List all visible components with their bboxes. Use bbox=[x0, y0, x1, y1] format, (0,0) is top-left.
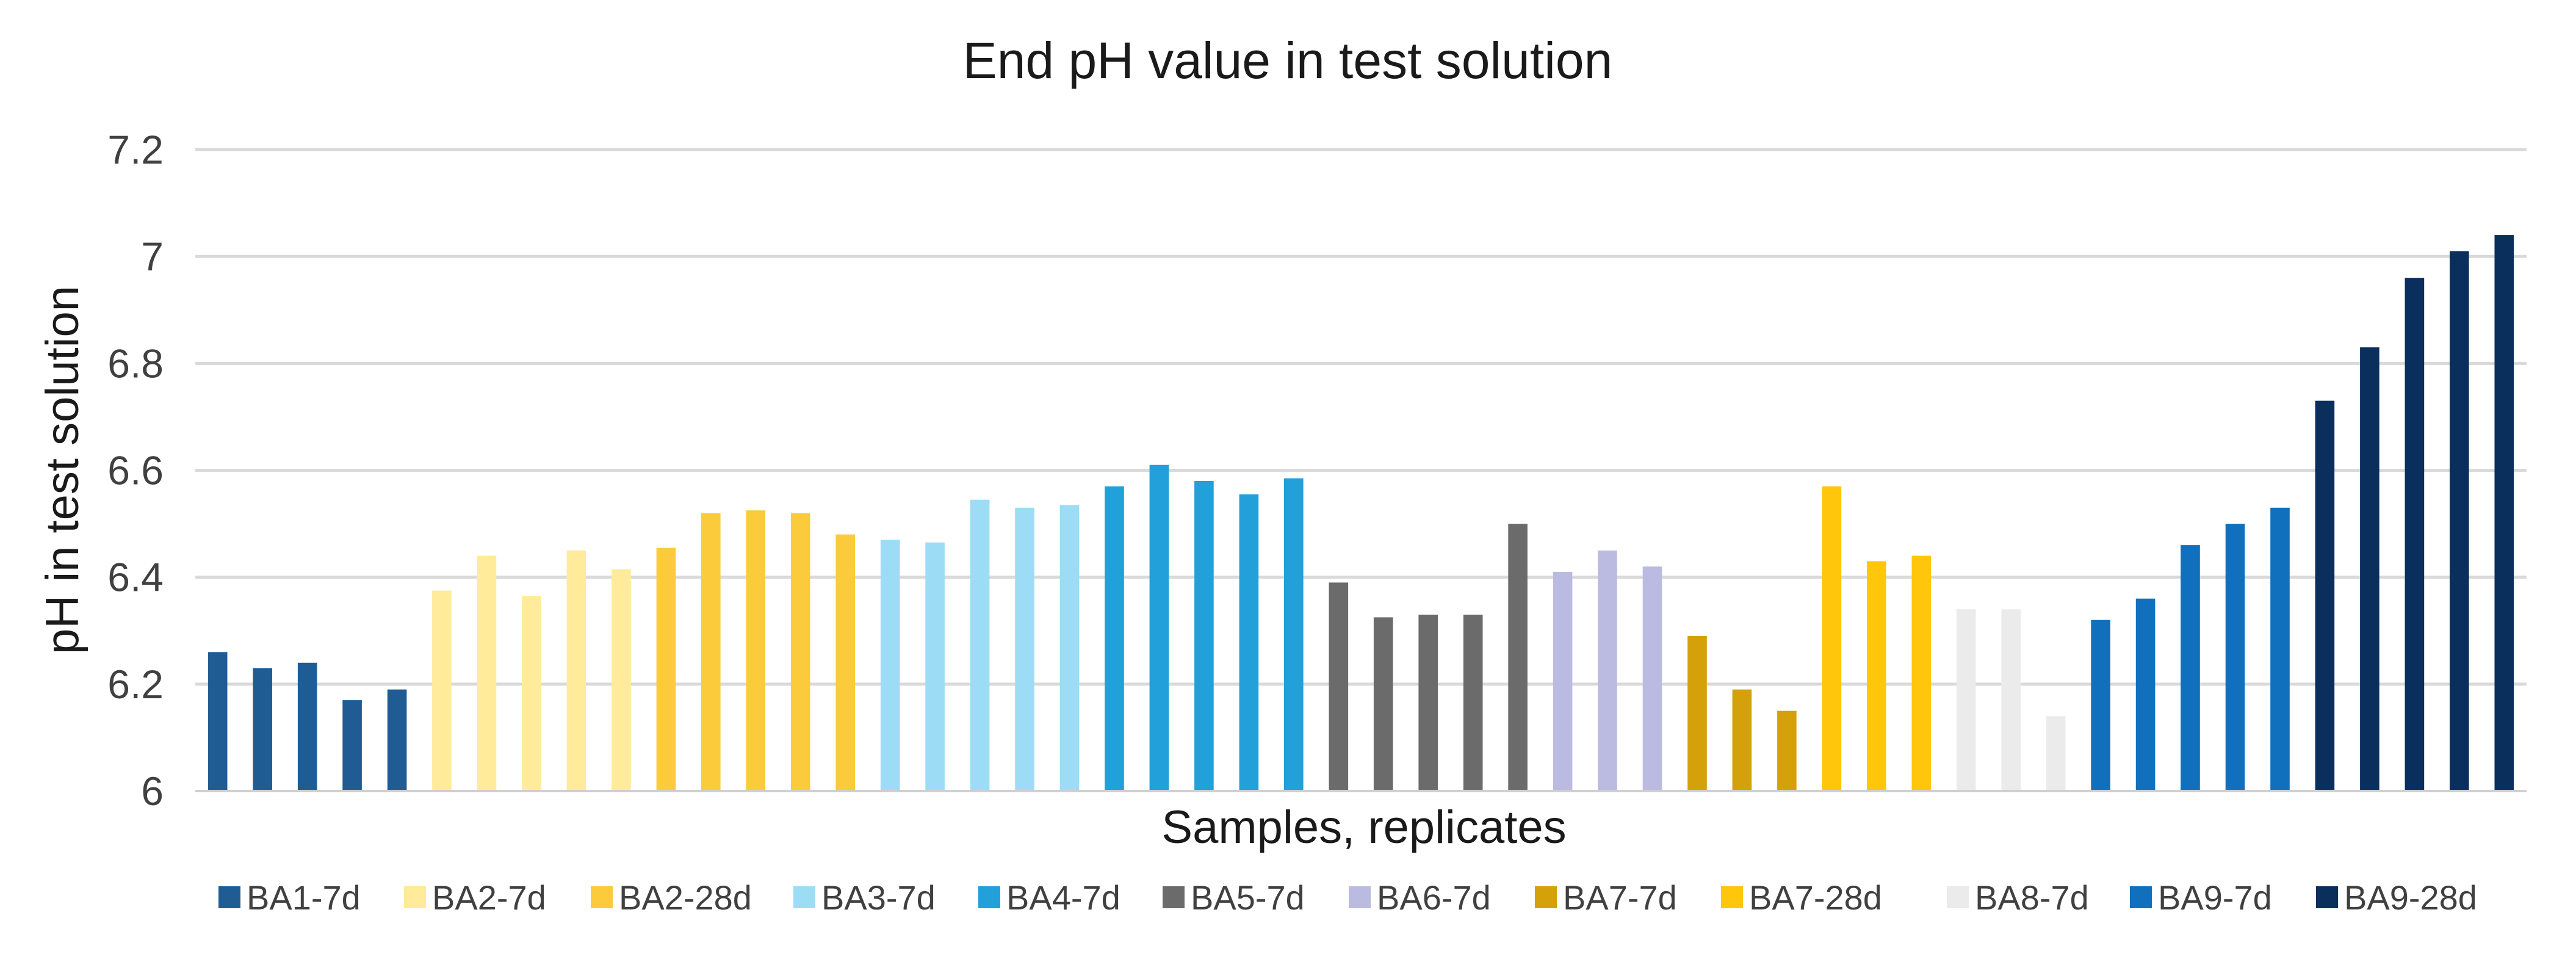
y-tick-label: 6.2 bbox=[107, 662, 164, 707]
bar-ba7-7d-3 bbox=[1777, 710, 1797, 791]
bar-ba6-7d-3 bbox=[1642, 566, 1662, 791]
bar-ba1-7d-5 bbox=[387, 689, 407, 791]
bar-ba9-28d-2 bbox=[2360, 347, 2379, 791]
bar-ba9-7d-4 bbox=[2225, 524, 2245, 791]
legend-swatch bbox=[591, 886, 613, 908]
y-axis-title: pH in test solution bbox=[37, 286, 88, 654]
legend-swatch bbox=[1535, 886, 1557, 908]
y-tick-label: 7.2 bbox=[107, 127, 164, 172]
gridlines bbox=[195, 148, 2527, 686]
bar-ba7-7d-2 bbox=[1732, 689, 1752, 791]
legend-swatch bbox=[793, 886, 815, 908]
bar-ba7-28d-2 bbox=[1867, 561, 1886, 791]
bar-ba8-7d-1 bbox=[1956, 609, 1976, 791]
y-tick-label: 6.6 bbox=[107, 448, 164, 493]
legend-swatch bbox=[1349, 886, 1371, 908]
bar-ba9-7d-1 bbox=[2091, 620, 2110, 791]
bar-ba9-28d-5 bbox=[2494, 235, 2514, 792]
bar-ba5-7d-2 bbox=[1373, 617, 1393, 791]
legend-swatch bbox=[978, 886, 1000, 908]
bar-ba4-7d-5 bbox=[1284, 478, 1304, 791]
bar-ba9-7d-3 bbox=[2181, 545, 2200, 791]
legend-swatch bbox=[404, 886, 426, 908]
bar-ba3-7d-3 bbox=[970, 499, 990, 791]
legend-label: BA7-7d bbox=[1563, 878, 1677, 917]
legend-label: BA2-7d bbox=[432, 878, 546, 917]
bar-ba2-7d-2 bbox=[477, 555, 497, 791]
legend-label: BA6-7d bbox=[1377, 878, 1491, 917]
legend-label: BA4-7d bbox=[1006, 878, 1120, 917]
legend-label: BA5-7d bbox=[1191, 878, 1305, 917]
bar-ba9-28d-1 bbox=[2315, 400, 2335, 791]
legend-label: BA9-28d bbox=[2344, 878, 2477, 917]
bar-ba8-7d-2 bbox=[2001, 609, 2021, 791]
bar-ba4-7d-4 bbox=[1239, 494, 1259, 791]
bar-ba1-7d-1 bbox=[207, 652, 228, 791]
legend-label: BA9-7d bbox=[2158, 878, 2272, 917]
legend-swatch bbox=[1163, 886, 1185, 908]
bar-ba2-28d-1 bbox=[656, 548, 676, 791]
bar-ba2-28d-5 bbox=[835, 534, 855, 791]
legend: BA1-7d BA2-7d BA2-28d BA3-7d BA4-7d BA5-7d BA6… bbox=[218, 878, 2477, 917]
legend-swatch bbox=[218, 886, 240, 908]
bar-ba3-7d-1 bbox=[880, 540, 900, 791]
bar-ba1-7d-3 bbox=[297, 662, 317, 791]
bar-ba5-7d-1 bbox=[1329, 582, 1349, 791]
bar-ba2-7d-3 bbox=[522, 596, 541, 791]
bar-ba2-28d-4 bbox=[790, 513, 810, 791]
bar-ba8-7d-3 bbox=[2046, 716, 2066, 791]
bar-ba7-28d-3 bbox=[1911, 555, 1932, 791]
legend-label: BA7-28d bbox=[1749, 878, 1882, 917]
legend-swatch bbox=[1721, 886, 1743, 908]
y-tick-label: 7 bbox=[141, 234, 164, 279]
bar-ba4-7d-3 bbox=[1194, 481, 1214, 791]
bar-ba4-7d-1 bbox=[1105, 486, 1124, 791]
bar-ba2-7d-4 bbox=[566, 550, 586, 791]
bar-ba9-28d-3 bbox=[2405, 278, 2425, 791]
bar-ba6-7d-1 bbox=[1553, 571, 1573, 791]
y-tick-label: 6.4 bbox=[107, 555, 164, 600]
bar-ba5-7d-4 bbox=[1463, 615, 1483, 791]
legend-swatch bbox=[1947, 886, 1969, 908]
bar-ba3-7d-4 bbox=[1015, 507, 1034, 791]
y-tick-label: 6.8 bbox=[107, 341, 164, 386]
bar-ba9-28d-4 bbox=[2450, 251, 2469, 791]
bar-ba2-7d-5 bbox=[612, 569, 631, 791]
bar-ba4-7d-2 bbox=[1149, 464, 1169, 791]
chart-title: End pH value in test solution bbox=[963, 32, 1613, 89]
legend-swatch bbox=[2130, 886, 2152, 908]
bar-ba7-28d-1 bbox=[1822, 486, 1842, 791]
bars bbox=[207, 235, 2514, 792]
legend-label: BA1-7d bbox=[247, 878, 361, 917]
y-axis-ticks: 6 6.2 6.4 6.6 6.8 7 7.2 bbox=[107, 127, 164, 814]
bar-ba3-7d-2 bbox=[925, 542, 945, 791]
bar-ba1-7d-2 bbox=[253, 668, 272, 791]
bar-ba9-7d-5 bbox=[2270, 507, 2290, 791]
bar-ba2-7d-1 bbox=[432, 590, 452, 791]
bar-ba5-7d-3 bbox=[1418, 615, 1438, 791]
bar-ba1-7d-4 bbox=[342, 700, 362, 791]
legend-swatch bbox=[2316, 886, 2338, 908]
bar-ba9-7d-2 bbox=[2135, 598, 2156, 791]
legend-label: BA8-7d bbox=[1975, 878, 2089, 917]
bar-ba6-7d-2 bbox=[1598, 550, 1617, 791]
bar-ba7-7d-1 bbox=[1687, 636, 1707, 791]
bar-ba2-28d-3 bbox=[746, 510, 766, 791]
y-tick-label: 6 bbox=[141, 768, 164, 814]
bar-ba3-7d-5 bbox=[1059, 505, 1080, 791]
legend-label: BA3-7d bbox=[821, 878, 936, 917]
x-axis-title: Samples, replicates bbox=[1161, 801, 1566, 853]
bar-ba5-7d-5 bbox=[1508, 524, 1528, 791]
bar-ba2-28d-2 bbox=[701, 513, 721, 791]
legend-label: BA2-28d bbox=[619, 878, 752, 917]
